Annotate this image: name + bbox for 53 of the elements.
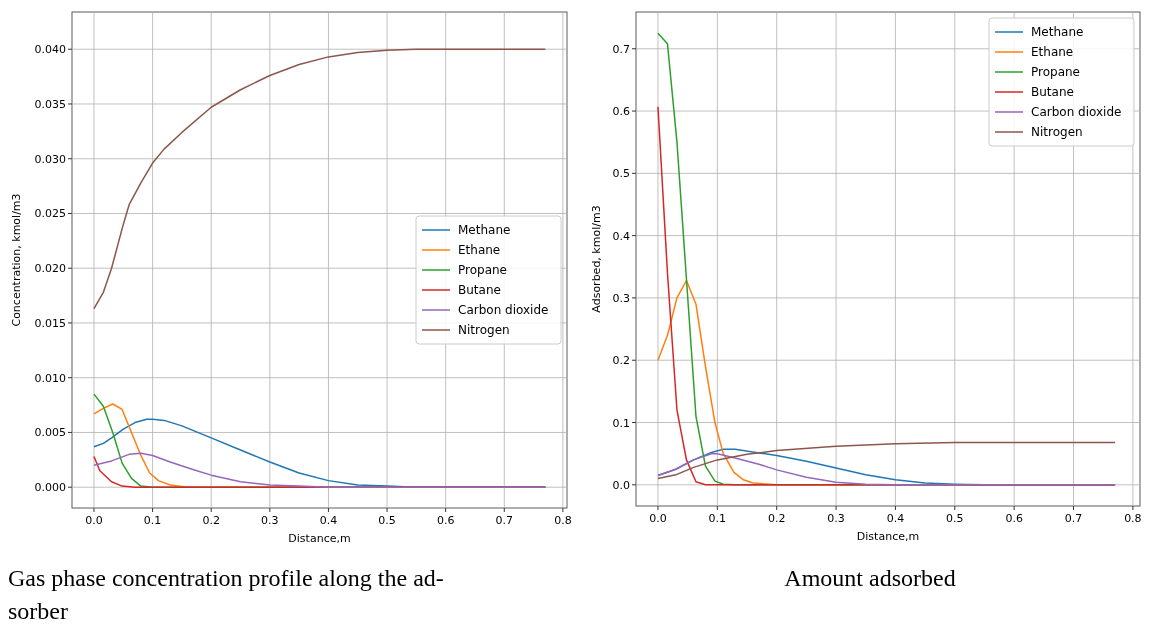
x-axis-title: Distance,m [856,530,920,543]
x-tick-label: 0.8 [554,514,572,527]
y-axis-title: Adsorbed, kmol/m3 [590,205,603,313]
y-tick-label: 0.4 [612,229,630,243]
y-tick-label: 0.2 [612,354,630,368]
legend-label: Propane [458,263,507,277]
y-tick-label: 0.0 [612,478,630,492]
legend-label: Methane [1031,25,1084,39]
x-tick-label: 0.7 [495,514,514,527]
y-tick-label: 0.000 [34,481,66,495]
x-tick-label: 0.5 [378,514,396,527]
legend-label: Butane [458,283,501,297]
x-tick-label: 0.6 [436,514,455,527]
legend-label: Carbon dioxide [458,303,549,317]
legend-label: Propane [1031,65,1080,79]
x-tick-label: 0.0 [649,512,667,525]
x-tick-label: 0.1 [708,512,727,525]
x-tick-label: 0.5 [946,512,964,525]
x-axis-title: Distance,m [288,532,351,545]
y-tick-label: 0.010 [34,371,66,385]
text: Gas phase concentration profile along the ad- sorber [8,565,444,624]
y-tick-label: 0.005 [34,426,66,440]
x-tick-label: 0.8 [1124,512,1142,525]
y-tick-label: 0.7 [612,42,630,56]
legend-label: Nitrogen [1031,125,1083,139]
x-tick-label: 0.6 [1005,512,1023,525]
y-axis-title: Concentration, kmol/m3 [10,193,23,327]
y-tick-label: 0.6 [612,105,630,119]
x-tick-label: 0.2 [767,512,786,525]
y-tick-label: 0.040 [34,43,66,57]
legend-label: Ethane [1031,45,1074,59]
legend-label: Butane [1031,85,1074,99]
x-tick-label: 0.3 [827,512,845,525]
legend-label: Ethane [458,243,501,257]
y-tick-label: 0.1 [612,416,630,430]
y-tick-label: 0.020 [34,262,66,276]
y-tick-label: 0.5 [612,167,630,181]
legend-label: Methane [458,223,511,237]
legend-label: Carbon dioxide [1031,105,1122,119]
x-tick-label: 0.3 [261,514,279,527]
y-tick-label: 0.025 [34,207,66,221]
x-tick-label: 0.0 [85,514,103,527]
y-tick-label: 0.3 [612,291,630,305]
x-tick-label: 0.7 [1064,512,1083,525]
x-tick-label: 0.2 [202,514,220,527]
legend-label: Nitrogen [458,323,510,337]
x-tick-label: 0.4 [886,512,905,525]
y-tick-label: 0.015 [34,316,66,330]
x-tick-label: 0.1 [143,514,162,527]
y-tick-label: 0.030 [34,152,66,166]
y-tick-label: 0.035 [34,97,66,111]
text: Amount adsorbed [784,565,956,591]
x-tick-label: 0.4 [319,514,338,527]
